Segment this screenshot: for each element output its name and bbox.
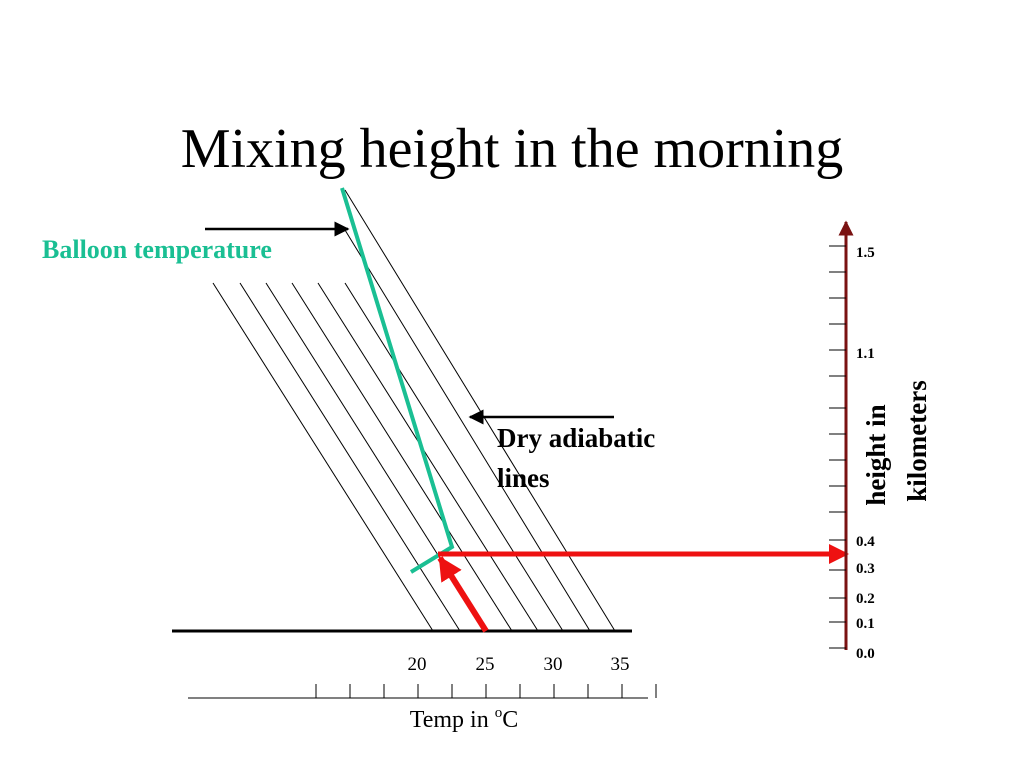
height-tick-label: 1.1 bbox=[856, 346, 875, 362]
height-tick-label: 0.0 bbox=[856, 646, 875, 662]
dry-adiabatic-line bbox=[344, 229, 591, 632]
page-title: Mixing height in the morning bbox=[180, 117, 844, 180]
balloon-temperature-label: Balloon temperature bbox=[42, 235, 272, 264]
dry-adiabatic-line bbox=[239, 282, 461, 632]
temperature-tick-label: 20 bbox=[408, 654, 427, 675]
height-tick-label: 0.3 bbox=[856, 561, 875, 577]
height-tick-label: 0.4 bbox=[856, 534, 875, 550]
temperature-axis-title: Temp in oC bbox=[410, 705, 519, 733]
rising-parcel-arrow bbox=[437, 555, 489, 633]
dry-adiabatic-line bbox=[344, 282, 564, 632]
temperature-tick-label: 25 bbox=[476, 654, 495, 675]
height-tick-label: 1.5 bbox=[856, 245, 875, 261]
temperature-tick-label: 35 bbox=[611, 654, 630, 675]
temperature-tick-label: 30 bbox=[544, 654, 563, 675]
balloon-temperature-line bbox=[340, 187, 455, 574]
dry-adiabatic-line bbox=[291, 282, 513, 632]
temperature-axis-ticks bbox=[315, 684, 657, 698]
dry-adiabatic-line bbox=[344, 189, 616, 632]
height-tick-label: 0.2 bbox=[856, 591, 875, 607]
height-axis-title: kilometers bbox=[902, 380, 932, 501]
height-axis-title: height in bbox=[861, 404, 891, 505]
dry-adiabatic-line bbox=[212, 282, 434, 632]
height-axis: 1.5 1.1 0.4 0.3 0.2 0.1 0.0 height in ki… bbox=[829, 220, 932, 662]
dry-adiabatic-line bbox=[317, 282, 539, 632]
dry-adiabatic-label: lines bbox=[497, 463, 550, 493]
temperature-axis: 20 25 30 35 Temp in oC bbox=[188, 654, 657, 733]
height-axis-minor-ticks bbox=[829, 245, 846, 649]
height-tick-label: 0.1 bbox=[856, 616, 875, 632]
dry-adiabatic-lines bbox=[212, 189, 616, 632]
dry-adiabatic-label: Dry adiabatic bbox=[497, 423, 655, 453]
